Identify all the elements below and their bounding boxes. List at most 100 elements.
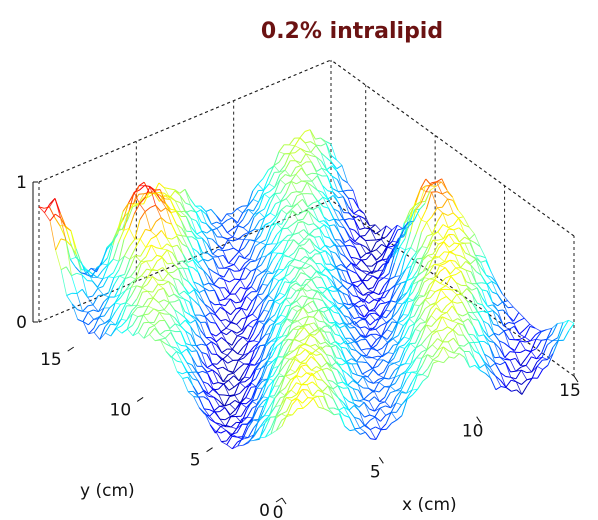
mesh-segment bbox=[326, 275, 333, 287]
mesh-segment bbox=[330, 263, 337, 269]
mesh-segment bbox=[350, 348, 357, 352]
mesh-segment bbox=[127, 328, 134, 337]
mesh-segment bbox=[407, 291, 414, 299]
mesh-segment bbox=[499, 356, 506, 363]
mesh-segment bbox=[442, 212, 449, 228]
mesh-segment bbox=[166, 237, 172, 240]
mesh-segment bbox=[278, 365, 285, 374]
mesh-segment bbox=[211, 341, 218, 355]
mesh-segment bbox=[478, 341, 485, 355]
mesh-segment bbox=[113, 258, 119, 262]
mesh-segment bbox=[410, 252, 417, 260]
mesh-segment bbox=[406, 284, 413, 293]
mesh-segment bbox=[384, 300, 391, 304]
mesh-segment bbox=[298, 324, 305, 330]
mesh-segment bbox=[419, 185, 426, 203]
mesh-segment bbox=[371, 348, 378, 352]
mesh-segment bbox=[175, 210, 182, 221]
mesh-segment bbox=[323, 309, 330, 313]
mesh-segment bbox=[244, 252, 251, 259]
mesh-segment bbox=[122, 202, 130, 220]
mesh-segment bbox=[477, 302, 483, 306]
mesh-segment bbox=[222, 358, 229, 371]
mesh-segment bbox=[319, 227, 326, 246]
mesh-segment bbox=[146, 276, 153, 285]
mesh-segment bbox=[269, 314, 276, 320]
mesh-segment bbox=[460, 261, 467, 268]
mesh-segment bbox=[182, 260, 189, 267]
mesh-segment bbox=[216, 358, 223, 365]
mesh-segment bbox=[123, 246, 130, 257]
mesh-segment bbox=[267, 270, 273, 274]
mesh-segment bbox=[257, 400, 264, 408]
mesh-segment bbox=[563, 330, 570, 341]
mesh-segment bbox=[384, 289, 391, 298]
mesh-segment bbox=[109, 302, 116, 320]
mesh-segment bbox=[265, 346, 272, 359]
mesh-segment bbox=[44, 212, 51, 222]
mesh-segment bbox=[210, 332, 217, 337]
mesh-segment bbox=[529, 323, 536, 329]
mesh-segment bbox=[280, 193, 287, 202]
mesh-segment bbox=[425, 184, 432, 187]
mesh-segment bbox=[350, 256, 357, 266]
mesh-segment bbox=[399, 346, 405, 349]
mesh-segment bbox=[348, 197, 354, 200]
mesh-segment bbox=[437, 238, 444, 241]
mesh-segment bbox=[346, 358, 352, 363]
mesh-segment bbox=[464, 243, 471, 256]
mesh-segment bbox=[461, 288, 468, 295]
mesh-segment bbox=[406, 389, 413, 399]
mesh-segment bbox=[294, 145, 301, 149]
mesh-segment bbox=[511, 389, 517, 392]
mesh-segment bbox=[401, 292, 408, 297]
mesh-segment bbox=[148, 324, 155, 329]
mesh-segment bbox=[249, 356, 256, 364]
mesh-segment bbox=[108, 284, 115, 298]
mesh-segment bbox=[435, 303, 442, 313]
mesh-segment bbox=[300, 366, 307, 374]
mesh-segment bbox=[209, 300, 216, 306]
mesh-segment bbox=[452, 318, 458, 322]
mesh-segment bbox=[252, 318, 259, 322]
mesh-segment bbox=[244, 258, 251, 264]
mesh-segment bbox=[454, 242, 460, 245]
mesh-segment bbox=[395, 402, 402, 406]
mesh-segment bbox=[281, 209, 288, 215]
mesh-segment bbox=[270, 222, 277, 227]
mesh-segment bbox=[318, 221, 325, 226]
mesh-segment bbox=[332, 298, 339, 310]
mesh-segment bbox=[185, 343, 192, 346]
mesh-segment bbox=[114, 294, 121, 304]
mesh-segment bbox=[192, 247, 198, 253]
mesh-segment bbox=[282, 235, 289, 241]
mesh-segment bbox=[194, 314, 201, 323]
mesh-segment bbox=[325, 268, 332, 271]
mesh-segment bbox=[292, 222, 299, 235]
mesh-segment bbox=[265, 340, 272, 345]
mesh-segment bbox=[247, 320, 254, 326]
mesh-segment bbox=[408, 304, 415, 321]
mesh-segment bbox=[383, 362, 390, 373]
mesh-segment bbox=[250, 382, 257, 387]
mesh-segment bbox=[317, 298, 324, 302]
mesh-segment bbox=[469, 364, 476, 368]
mesh-segment bbox=[285, 307, 293, 318]
mesh-segment bbox=[336, 362, 342, 366]
mesh-segment bbox=[408, 220, 414, 223]
y-tick-label: 10 bbox=[110, 400, 132, 420]
mesh-segment bbox=[431, 320, 437, 327]
mesh-segment bbox=[125, 287, 132, 291]
mesh-segment bbox=[459, 241, 465, 244]
mesh-segment bbox=[254, 345, 261, 351]
mesh-segment bbox=[244, 377, 251, 383]
mesh-segment bbox=[474, 254, 482, 263]
mesh-segment bbox=[414, 331, 422, 344]
mesh-segment bbox=[396, 302, 403, 305]
mesh-segment bbox=[125, 283, 132, 291]
mesh-segment bbox=[281, 213, 288, 225]
mesh-segment bbox=[437, 341, 444, 351]
mesh-segment bbox=[227, 349, 233, 356]
mesh-segment bbox=[257, 300, 264, 307]
mesh-segment bbox=[202, 370, 208, 375]
